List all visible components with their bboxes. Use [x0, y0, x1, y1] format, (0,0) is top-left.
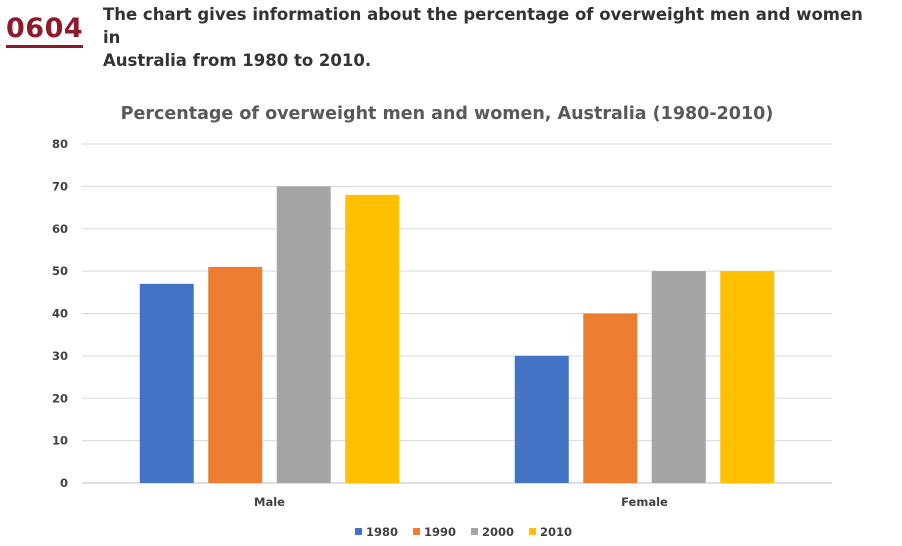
gridlines	[82, 143, 832, 484]
legend-swatch-1990	[413, 528, 420, 535]
category-label-female: Female	[621, 495, 668, 509]
bar-male-1990	[208, 266, 263, 483]
legend-label-2010: 2010	[540, 525, 572, 539]
category-label-male: Male	[254, 495, 285, 509]
legend-swatch-2000	[471, 528, 478, 535]
legend-label-2000: 2000	[482, 525, 514, 539]
chart-title: Percentage of overweight men and women, …	[121, 104, 774, 124]
bar-female-1990	[583, 313, 638, 483]
y-tick-label: 30	[52, 349, 68, 363]
y-tick-label: 0	[60, 476, 68, 490]
question-code: 0604	[6, 14, 84, 48]
task-description: The chart gives information about the pe…	[103, 3, 883, 72]
legend-label-1980: 1980	[366, 525, 398, 539]
y-axis-ticks: 0 10 20 30 40 50 60 70 80	[52, 137, 68, 490]
bar-male-2000	[276, 186, 331, 483]
legend-swatch-1980	[355, 528, 362, 535]
y-tick-label: 40	[52, 307, 68, 321]
legend-label-1990: 1990	[424, 525, 456, 539]
task-line-1: The chart gives information about the pe…	[103, 5, 863, 47]
task-line-2: Australia from 1980 to 2010.	[103, 51, 372, 70]
y-tick-label: 50	[52, 264, 68, 278]
y-tick-label: 60	[52, 222, 68, 236]
legend-swatch-2010	[529, 528, 536, 535]
y-tick-label: 10	[52, 434, 68, 448]
bar-female-2000	[651, 271, 706, 483]
bar-female-1980	[514, 355, 569, 483]
bar-male-2010	[345, 194, 400, 483]
y-tick-label: 70	[52, 179, 68, 193]
legend: 1980 1990 2000 2010	[355, 525, 572, 539]
bars	[139, 186, 775, 483]
y-tick-label: 20	[52, 391, 68, 405]
bar-female-2010	[720, 271, 775, 483]
y-tick-label: 80	[52, 137, 68, 151]
bar-male-1980	[139, 283, 194, 483]
x-axis-categories: Male Female	[254, 495, 668, 509]
